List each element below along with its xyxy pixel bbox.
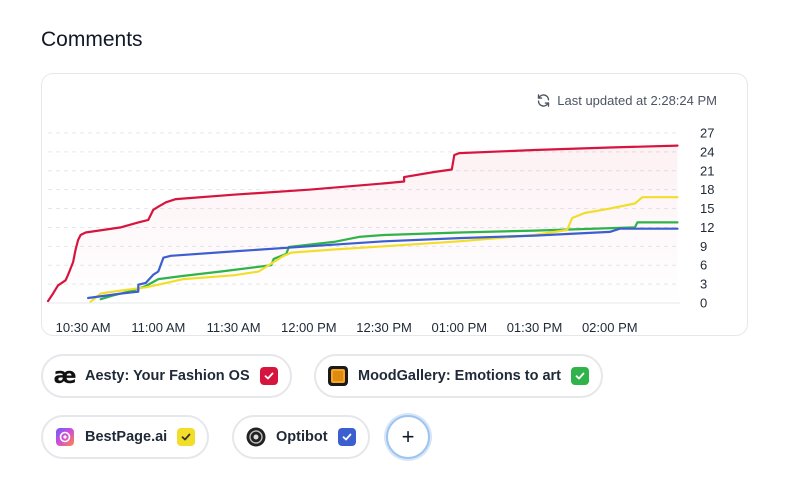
series-line — [89, 196, 679, 303]
y-tick-label: 21 — [700, 163, 714, 178]
chip-label: Aesty: Your Fashion OS — [85, 368, 250, 384]
y-tick-label: 15 — [700, 201, 714, 216]
y-tick-label: 18 — [700, 182, 714, 197]
bestpage-logo-icon — [55, 427, 75, 447]
x-tick-label: 01:00 PM — [431, 320, 487, 335]
optibot-logo-icon — [246, 427, 266, 447]
x-tick-label: 10:30 AM — [56, 320, 111, 335]
comments-chart-card: Last updated at 2:28:24 PM 0 3 6 9 12 15 18 21 2… — [41, 73, 748, 336]
aesty-logo-icon: æ — [53, 363, 77, 389]
refresh-icon[interactable] — [536, 93, 551, 108]
moodgallery-logo-icon — [328, 366, 348, 386]
x-tick-label: 11:30 AM — [207, 320, 261, 335]
y-tick-label: 27 — [700, 126, 714, 141]
series-line — [46, 144, 679, 303]
chip-bestpage[interactable]: BestPage.ai — [41, 415, 210, 459]
page-title: Comments — [41, 28, 143, 51]
chip-label: BestPage.ai — [85, 429, 168, 445]
y-tick-label: 0 — [700, 296, 707, 311]
add-product-button[interactable]: + — [386, 415, 430, 459]
x-tick-label: 02:00 PM — [582, 320, 638, 335]
chip-label: Optibot — [276, 429, 328, 445]
y-tick-label: 6 — [700, 258, 707, 273]
y-tick-label: 9 — [700, 239, 707, 254]
checkbox-icon[interactable] — [571, 367, 590, 385]
checkbox-icon[interactable] — [337, 428, 356, 446]
chip-optibot[interactable]: Optibot — [232, 415, 370, 459]
x-tick-label: 12:00 PM — [281, 320, 337, 335]
y-tick-label: 24 — [700, 144, 714, 159]
x-tick-label: 11:00 AM — [131, 320, 185, 335]
y-tick-label: 3 — [700, 277, 707, 292]
series-area — [48, 145, 678, 303]
last-updated-text: Last updated at 2:28:24 PM — [557, 93, 717, 108]
checkbox-icon[interactable] — [177, 428, 196, 446]
comments-line-chart: 0 3 6 9 12 15 18 21 24 27 10:30 AM 11:00 AM 11:30 AM… — [46, 126, 714, 335]
chip-label: MoodGallery: Emotions to art — [358, 368, 562, 384]
series-line — [86, 227, 679, 300]
x-tick-label: 12:30 PM — [356, 320, 412, 335]
last-updated: Last updated at 2:28:24 PM — [536, 93, 717, 108]
chip-aesty[interactable]: æ Aesty: Your Fashion OS — [41, 354, 292, 398]
y-tick-label: 12 — [700, 220, 714, 235]
plus-icon: + — [401, 424, 415, 449]
checkbox-icon[interactable] — [259, 367, 278, 385]
x-tick-label: 01:30 PM — [507, 320, 563, 335]
chip-moodgallery[interactable]: MoodGallery: Emotions to art — [314, 354, 604, 398]
